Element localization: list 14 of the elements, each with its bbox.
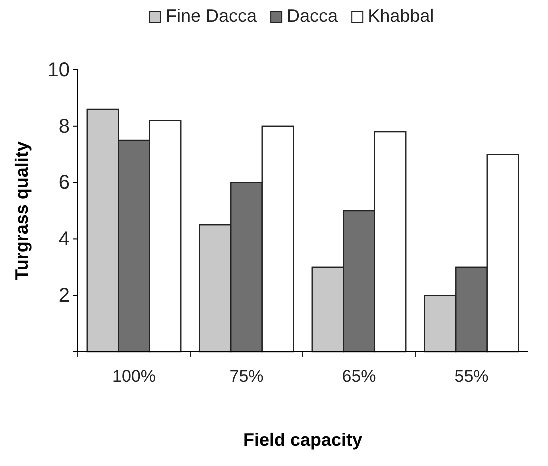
y-tick-label: 4 — [58, 228, 70, 251]
x-axis-title: Field capacity — [243, 430, 363, 450]
legend-label: Fine Dacca — [166, 6, 258, 26]
y-axis-title: Turgrass quality — [12, 142, 32, 280]
x-tick-label: 65% — [342, 367, 376, 386]
x-tick-label: 75% — [230, 367, 264, 386]
y-tick-label: 10 — [48, 59, 70, 82]
y-tick-label: 6 — [58, 172, 70, 194]
x-tick-label: 100% — [112, 367, 156, 386]
legend-label: Khabbal — [368, 6, 434, 26]
x-tick-label: 55% — [454, 367, 489, 386]
y-tick-label: 8 — [58, 116, 70, 138]
legend-label: Dacca — [287, 6, 340, 26]
y-tick-label: 2 — [58, 285, 70, 307]
